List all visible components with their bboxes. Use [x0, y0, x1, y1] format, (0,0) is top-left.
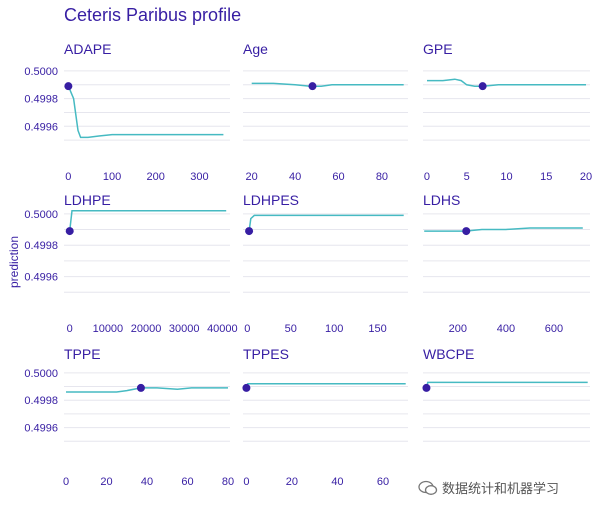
x-tick-label: 15	[540, 171, 552, 183]
x-tick-label: 100	[325, 323, 343, 335]
y-axis-title: prediction	[7, 236, 21, 288]
profile-line	[425, 381, 588, 389]
y-tick-label: 0.4996	[24, 121, 58, 133]
observation-point	[242, 383, 251, 392]
profile-line	[66, 387, 228, 393]
y-tick-label: 0.5000	[24, 209, 58, 221]
observation-point	[245, 227, 254, 236]
x-tick-label: 60	[181, 476, 193, 488]
x-tick-label: 80	[376, 171, 388, 183]
profile-line	[248, 214, 404, 232]
wechat-icon	[418, 480, 438, 495]
y-tick-label: 0.4998	[24, 395, 58, 407]
watermark: 数据统计和机器学习	[418, 478, 559, 497]
panel-label: WBCPE	[423, 346, 474, 362]
x-tick-label: 200	[147, 171, 165, 183]
y-tick-label: 0.4996	[24, 423, 58, 435]
panel-label: TPPES	[243, 346, 289, 362]
panel-ldhpe: LDHPE 0.4996 0.4998 0.5000 0 10000 20000 30000 4…	[24, 192, 237, 335]
y-tick-label: 0.5000	[24, 368, 58, 380]
observation-point	[462, 227, 471, 236]
x-tick-label: 100	[103, 171, 121, 183]
x-tick-label: 10	[500, 171, 512, 183]
profile-line	[427, 78, 586, 87]
x-tick-label: 80	[222, 476, 234, 488]
x-tick-label: 20	[286, 476, 298, 488]
y-tick-label: 0.4998	[24, 240, 58, 252]
x-tick-label: 40000	[207, 323, 238, 335]
x-tick-label: 20	[246, 171, 258, 183]
x-tick-label: 400	[497, 323, 515, 335]
x-tick-label: 40	[141, 476, 153, 488]
observation-point	[136, 383, 145, 392]
y-tick-label: 0.4996	[24, 272, 58, 284]
watermark-text: 数据统计和机器学习	[442, 482, 560, 497]
y-tick-label: 0.5000	[24, 66, 58, 78]
x-tick-label: 0	[63, 476, 69, 488]
profile-line	[245, 383, 406, 389]
panel-label: LDHS	[423, 192, 460, 208]
x-tick-label: 40	[289, 171, 301, 183]
x-tick-label: 20	[100, 476, 112, 488]
x-tick-label: 40	[331, 476, 343, 488]
x-tick-label: 20	[580, 171, 592, 183]
panel-label: Age	[243, 41, 268, 57]
panel-tppe: TPPE 0.4996 0.4998 0.5000 0 20 40 60 80	[24, 346, 234, 488]
observation-point	[64, 82, 73, 91]
x-tick-label: 10000	[93, 323, 124, 335]
panel-gpe: GPE 0 5 10 15 20	[423, 41, 592, 183]
panel-adape: ADAPE 0.4996 0.4998 0.5000 0 100 200 300	[24, 41, 230, 183]
x-tick-label: 5	[464, 171, 470, 183]
observation-point	[65, 227, 74, 236]
panel-age: Age 20 40 60 80	[243, 41, 408, 183]
panel-label: LDHPES	[243, 192, 299, 208]
x-tick-label: 20000	[131, 323, 162, 335]
panel-ldhpes: LDHPES 0 50 100 150	[243, 192, 408, 335]
panel-label: LDHPE	[64, 192, 111, 208]
panel-label: ADAPE	[64, 41, 111, 57]
x-tick-label: 300	[190, 171, 208, 183]
x-tick-label: 60	[332, 171, 344, 183]
x-tick-label: 0	[244, 323, 250, 335]
x-tick-label: 0	[243, 476, 249, 488]
panel-label: GPE	[423, 41, 453, 57]
panel-wbcpe: WBCPE	[422, 346, 590, 442]
x-tick-label: 50	[285, 323, 297, 335]
x-tick-label: 0	[67, 323, 73, 335]
profile-line	[424, 227, 583, 232]
profile-line	[67, 85, 224, 139]
profile-line	[68, 209, 227, 232]
x-tick-label: 600	[545, 323, 563, 335]
x-tick-label: 200	[449, 323, 467, 335]
observation-point	[478, 82, 487, 91]
x-tick-label: 0	[424, 171, 430, 183]
x-tick-label: 30000	[169, 323, 200, 335]
profile-line	[251, 82, 404, 87]
observation-point	[308, 82, 317, 91]
x-tick-label: 60	[377, 476, 389, 488]
x-tick-label: 0	[65, 171, 71, 183]
panel-ldhs: LDHS 200 400 600	[423, 192, 590, 335]
y-tick-label: 0.4998	[24, 94, 58, 106]
panel-tppes: TPPES 0 20 40 60	[242, 346, 408, 488]
chart-title: Ceteris Paribus profile	[64, 5, 242, 25]
x-tick-label: 150	[368, 323, 386, 335]
observation-point	[422, 383, 431, 392]
panel-label: TPPE	[64, 346, 101, 362]
